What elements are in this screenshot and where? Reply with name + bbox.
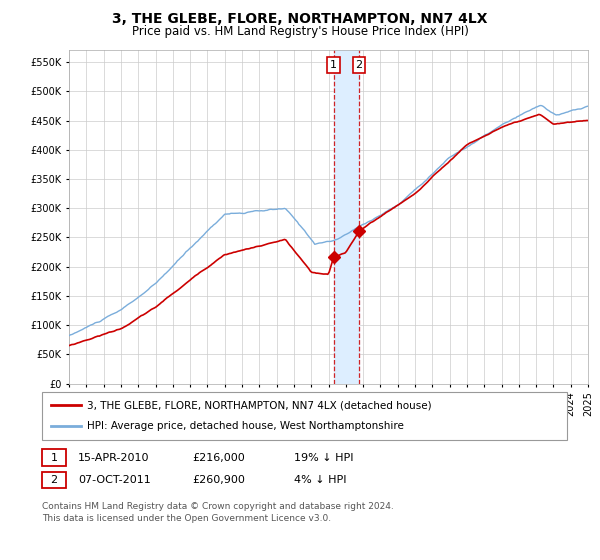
Text: £216,000: £216,000	[192, 452, 245, 463]
Text: 15-APR-2010: 15-APR-2010	[78, 452, 149, 463]
Text: 2: 2	[356, 60, 362, 70]
Text: 07-OCT-2011: 07-OCT-2011	[78, 475, 151, 485]
Text: This data is licensed under the Open Government Licence v3.0.: This data is licensed under the Open Gov…	[42, 514, 331, 523]
Text: Price paid vs. HM Land Registry's House Price Index (HPI): Price paid vs. HM Land Registry's House …	[131, 25, 469, 38]
Text: 19% ↓ HPI: 19% ↓ HPI	[294, 452, 353, 463]
Text: HPI: Average price, detached house, West Northamptonshire: HPI: Average price, detached house, West…	[87, 421, 404, 431]
Text: 1: 1	[330, 60, 337, 70]
Bar	[334, 50, 359, 384]
Text: Contains HM Land Registry data © Crown copyright and database right 2024.: Contains HM Land Registry data © Crown c…	[42, 502, 394, 511]
Text: 3, THE GLEBE, FLORE, NORTHAMPTON, NN7 4LX (detached house): 3, THE GLEBE, FLORE, NORTHAMPTON, NN7 4L…	[87, 400, 431, 410]
Text: 3, THE GLEBE, FLORE, NORTHAMPTON, NN7 4LX: 3, THE GLEBE, FLORE, NORTHAMPTON, NN7 4L…	[112, 12, 488, 26]
Text: £260,900: £260,900	[192, 475, 245, 485]
Text: 2: 2	[50, 475, 58, 485]
Text: 1: 1	[50, 452, 58, 463]
Text: 4% ↓ HPI: 4% ↓ HPI	[294, 475, 347, 485]
